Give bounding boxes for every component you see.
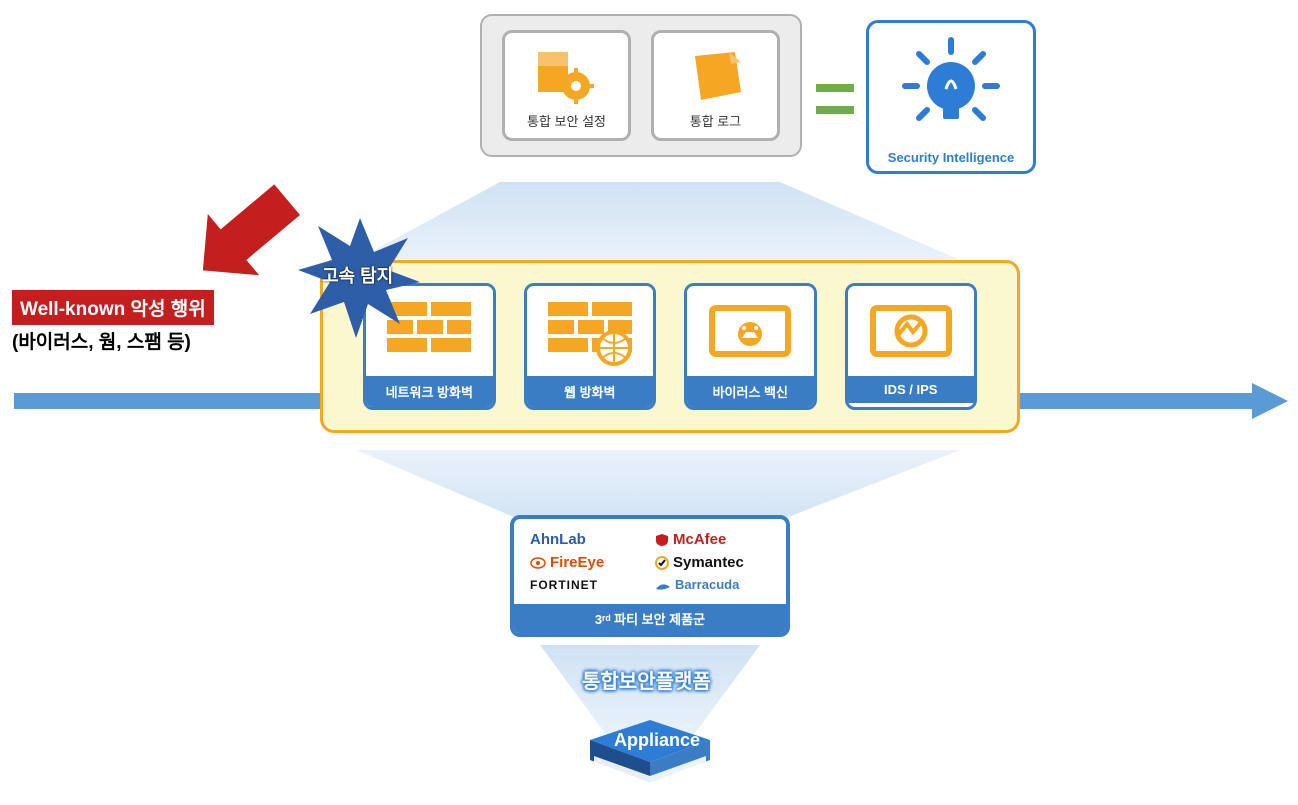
- card-web-firewall: 웹 방화벽: [524, 283, 657, 410]
- package-gear-icon: [511, 41, 622, 111]
- document-icon: [660, 41, 771, 111]
- burst-badge: 고속 탐지: [280, 206, 440, 351]
- security-intel-box: Security Intelligence: [866, 20, 1036, 174]
- vendor-barracuda: Barracuda: [655, 577, 770, 592]
- vendor-fireeye: FireEye: [530, 554, 645, 571]
- card-label: 바이러스 백신: [687, 376, 814, 407]
- malicious-label-block: Well-known 악성 행위 (바이러스, 웜, 스팸 등): [12, 290, 214, 354]
- card-antivirus: 바이러스 백신: [684, 283, 817, 410]
- antivirus-icon: [687, 286, 814, 376]
- card-label: 통합 보안 설정: [511, 111, 622, 130]
- equals-icon: [816, 84, 854, 114]
- vendor-fortinet: FORTINET: [530, 577, 645, 592]
- card-ids-ips: IDS / IPS: [845, 283, 978, 410]
- burst-label: 고속 탐지: [322, 262, 393, 288]
- appliance-book: Appliance: [570, 710, 730, 805]
- malicious-banner: Well-known 악성 행위: [12, 290, 214, 325]
- card-label: IDS / IPS: [848, 376, 975, 403]
- card-unified-log: 통합 로그: [651, 30, 780, 141]
- web-firewall-icon: [527, 286, 654, 376]
- card-label: 네트워크 방화벽: [366, 376, 493, 407]
- malicious-subtext: (바이러스, 웜, 스팸 등): [12, 327, 214, 354]
- vendor-mcafee: McAfee: [655, 531, 770, 548]
- si-label: Security Intelligence: [881, 150, 1021, 165]
- top-panel: 통합 보안 설정 통합 로그: [480, 14, 802, 157]
- card-label: 웹 방화벽: [527, 376, 654, 407]
- ids-ips-icon: [848, 286, 975, 376]
- vendors-grid: AhnLab McAfee FireEye Symantec FORTINET …: [514, 519, 786, 604]
- vendor-ahnlab: AhnLab: [530, 531, 645, 548]
- vendor-symantec: Symantec: [655, 554, 770, 571]
- platform-label: 통합보안플랫폼: [582, 665, 711, 694]
- vendors-box: AhnLab McAfee FireEye Symantec FORTINET …: [510, 515, 790, 637]
- vendors-bar-label: 3ʳᵈ 파티 보안 제품군: [514, 604, 786, 633]
- card-unified-settings: 통합 보안 설정: [502, 30, 631, 141]
- card-label: 통합 로그: [660, 111, 771, 130]
- idea-bulb-icon: [881, 31, 1021, 146]
- appliance-label: Appliance: [614, 730, 700, 751]
